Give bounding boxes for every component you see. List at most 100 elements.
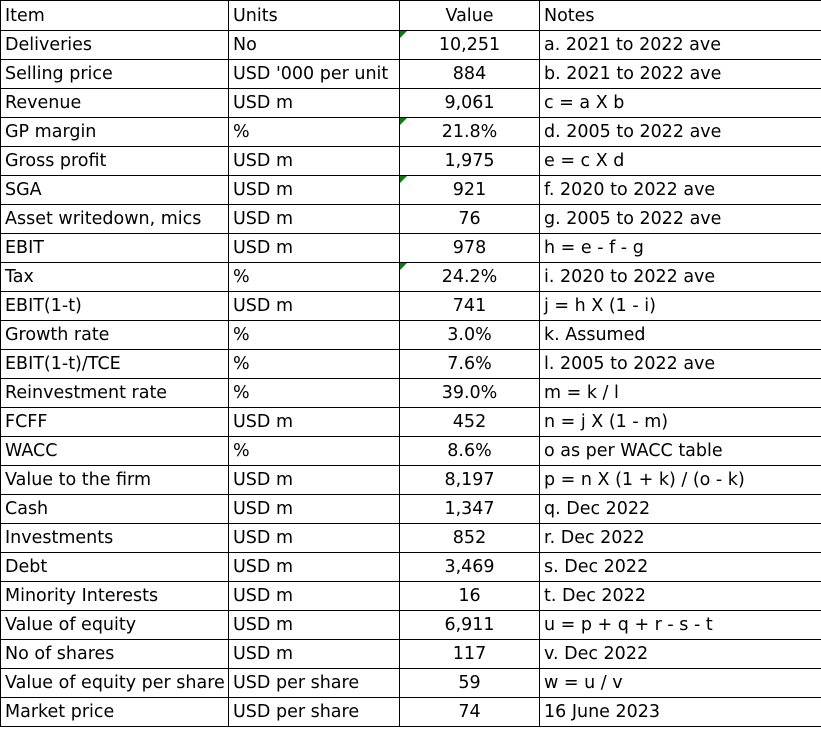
item-cell[interactable]: Deliveries — [0, 30, 229, 60]
units-cell[interactable]: USD m — [228, 465, 400, 495]
notes-cell[interactable]: u = p + q + r - s - t — [539, 610, 821, 640]
comment-indicator-icon[interactable] — [400, 263, 407, 270]
units-cell[interactable]: USD m — [228, 291, 400, 321]
value-cell[interactable]: 884 — [399, 59, 540, 89]
item-cell[interactable]: FCFF — [0, 407, 229, 437]
item-cell[interactable]: Gross profit — [0, 146, 229, 176]
notes-cell[interactable]: i. 2020 to 2022 ave — [539, 262, 821, 292]
notes-cell[interactable]: h = e - f - g — [539, 233, 821, 263]
units-cell[interactable]: USD m — [228, 175, 400, 205]
item-cell[interactable]: Asset writedown, mics — [0, 204, 229, 234]
notes-cell[interactable]: w = u / v — [539, 668, 821, 698]
comment-indicator-icon[interactable] — [400, 118, 407, 125]
notes-cell[interactable]: m = k / l — [539, 378, 821, 408]
notes-cell[interactable]: a. 2021 to 2022 ave — [539, 30, 821, 60]
units-cell[interactable]: USD per share — [228, 668, 400, 698]
value-cell[interactable]: 9,061 — [399, 88, 540, 118]
units-cell[interactable]: USD m — [228, 639, 400, 669]
notes-cell[interactable]: c = a X b — [539, 88, 821, 118]
notes-cell[interactable]: t. Dec 2022 — [539, 581, 821, 611]
units-cell[interactable]: USD per share — [228, 697, 400, 727]
value-cell[interactable]: 8.6% — [399, 436, 540, 466]
item-cell[interactable]: Market price — [0, 697, 229, 727]
item-cell[interactable]: Growth rate — [0, 320, 229, 350]
item-cell[interactable]: SGA — [0, 175, 229, 205]
value-cell[interactable]: 8,197 — [399, 465, 540, 495]
item-cell[interactable]: Value to the firm — [0, 465, 229, 495]
notes-cell[interactable]: b. 2021 to 2022 ave — [539, 59, 821, 89]
notes-cell[interactable]: d. 2005 to 2022 ave — [539, 117, 821, 147]
header-value[interactable]: Value — [399, 0, 540, 31]
notes-cell[interactable]: q. Dec 2022 — [539, 494, 821, 524]
value-cell[interactable]: 59 — [399, 668, 540, 698]
item-cell[interactable]: Minority Interests — [0, 581, 229, 611]
item-cell[interactable]: EBIT(1-t) — [0, 291, 229, 321]
notes-cell[interactable]: p = n X (1 + k) / (o - k) — [539, 465, 821, 495]
notes-cell[interactable]: f. 2020 to 2022 ave — [539, 175, 821, 205]
units-cell[interactable]: USD '000 per unit — [228, 59, 400, 89]
item-cell[interactable]: Investments — [0, 523, 229, 553]
units-cell[interactable]: % — [228, 262, 400, 292]
notes-cell[interactable]: 16 June 2023 — [539, 697, 821, 727]
value-cell[interactable]: 921 — [399, 175, 540, 205]
item-cell[interactable]: No of shares — [0, 639, 229, 669]
value-cell[interactable]: 39.0% — [399, 378, 540, 408]
value-cell[interactable]: 117 — [399, 639, 540, 669]
item-cell[interactable]: WACC — [0, 436, 229, 466]
units-cell[interactable]: USD m — [228, 233, 400, 263]
value-cell[interactable]: 24.2% — [399, 262, 540, 292]
units-cell[interactable]: % — [228, 378, 400, 408]
units-cell[interactable]: % — [228, 320, 400, 350]
item-cell[interactable]: Debt — [0, 552, 229, 582]
item-cell[interactable]: Tax — [0, 262, 229, 292]
value-cell[interactable]: 3,469 — [399, 552, 540, 582]
notes-cell[interactable]: v. Dec 2022 — [539, 639, 821, 669]
units-cell[interactable]: USD m — [228, 146, 400, 176]
units-cell[interactable]: USD m — [228, 523, 400, 553]
units-cell[interactable]: USD m — [228, 407, 400, 437]
units-cell[interactable]: % — [228, 436, 400, 466]
item-cell[interactable]: EBIT — [0, 233, 229, 263]
value-cell[interactable]: 21.8% — [399, 117, 540, 147]
units-cell[interactable]: USD m — [228, 581, 400, 611]
units-cell[interactable]: No — [228, 30, 400, 60]
item-cell[interactable]: Revenue — [0, 88, 229, 118]
notes-cell[interactable]: o as per WACC table — [539, 436, 821, 466]
comment-indicator-icon[interactable] — [400, 31, 407, 38]
item-cell[interactable]: EBIT(1-t)/TCE — [0, 349, 229, 379]
value-cell[interactable]: 1,347 — [399, 494, 540, 524]
notes-cell[interactable]: k. Assumed — [539, 320, 821, 350]
notes-cell[interactable]: j = h X (1 - i) — [539, 291, 821, 321]
item-cell[interactable]: Value of equity per share — [0, 668, 229, 698]
item-cell[interactable]: Value of equity — [0, 610, 229, 640]
value-cell[interactable]: 76 — [399, 204, 540, 234]
units-cell[interactable]: % — [228, 117, 400, 147]
value-cell[interactable]: 6,911 — [399, 610, 540, 640]
item-cell[interactable]: Cash — [0, 494, 229, 524]
value-cell[interactable]: 452 — [399, 407, 540, 437]
notes-cell[interactable]: r. Dec 2022 — [539, 523, 821, 553]
units-cell[interactable]: USD m — [228, 204, 400, 234]
item-cell[interactable]: Selling price — [0, 59, 229, 89]
notes-cell[interactable]: n = j X (1 - m) — [539, 407, 821, 437]
units-cell[interactable]: USD m — [228, 552, 400, 582]
value-cell[interactable]: 10,251 — [399, 30, 540, 60]
value-cell[interactable]: 741 — [399, 291, 540, 321]
header-units[interactable]: Units — [228, 0, 400, 31]
notes-cell[interactable]: l. 2005 to 2022 ave — [539, 349, 821, 379]
notes-cell[interactable]: g. 2005 to 2022 ave — [539, 204, 821, 234]
units-cell[interactable]: % — [228, 349, 400, 379]
notes-cell[interactable]: s. Dec 2022 — [539, 552, 821, 582]
value-cell[interactable]: 3.0% — [399, 320, 540, 350]
item-cell[interactable]: GP margin — [0, 117, 229, 147]
value-cell[interactable]: 16 — [399, 581, 540, 611]
value-cell[interactable]: 978 — [399, 233, 540, 263]
value-cell[interactable]: 1,975 — [399, 146, 540, 176]
value-cell[interactable]: 74 — [399, 697, 540, 727]
units-cell[interactable]: USD m — [228, 610, 400, 640]
comment-indicator-icon[interactable] — [400, 176, 407, 183]
item-cell[interactable]: Reinvestment rate — [0, 378, 229, 408]
units-cell[interactable]: USD m — [228, 88, 400, 118]
value-cell[interactable]: 852 — [399, 523, 540, 553]
value-cell[interactable]: 7.6% — [399, 349, 540, 379]
